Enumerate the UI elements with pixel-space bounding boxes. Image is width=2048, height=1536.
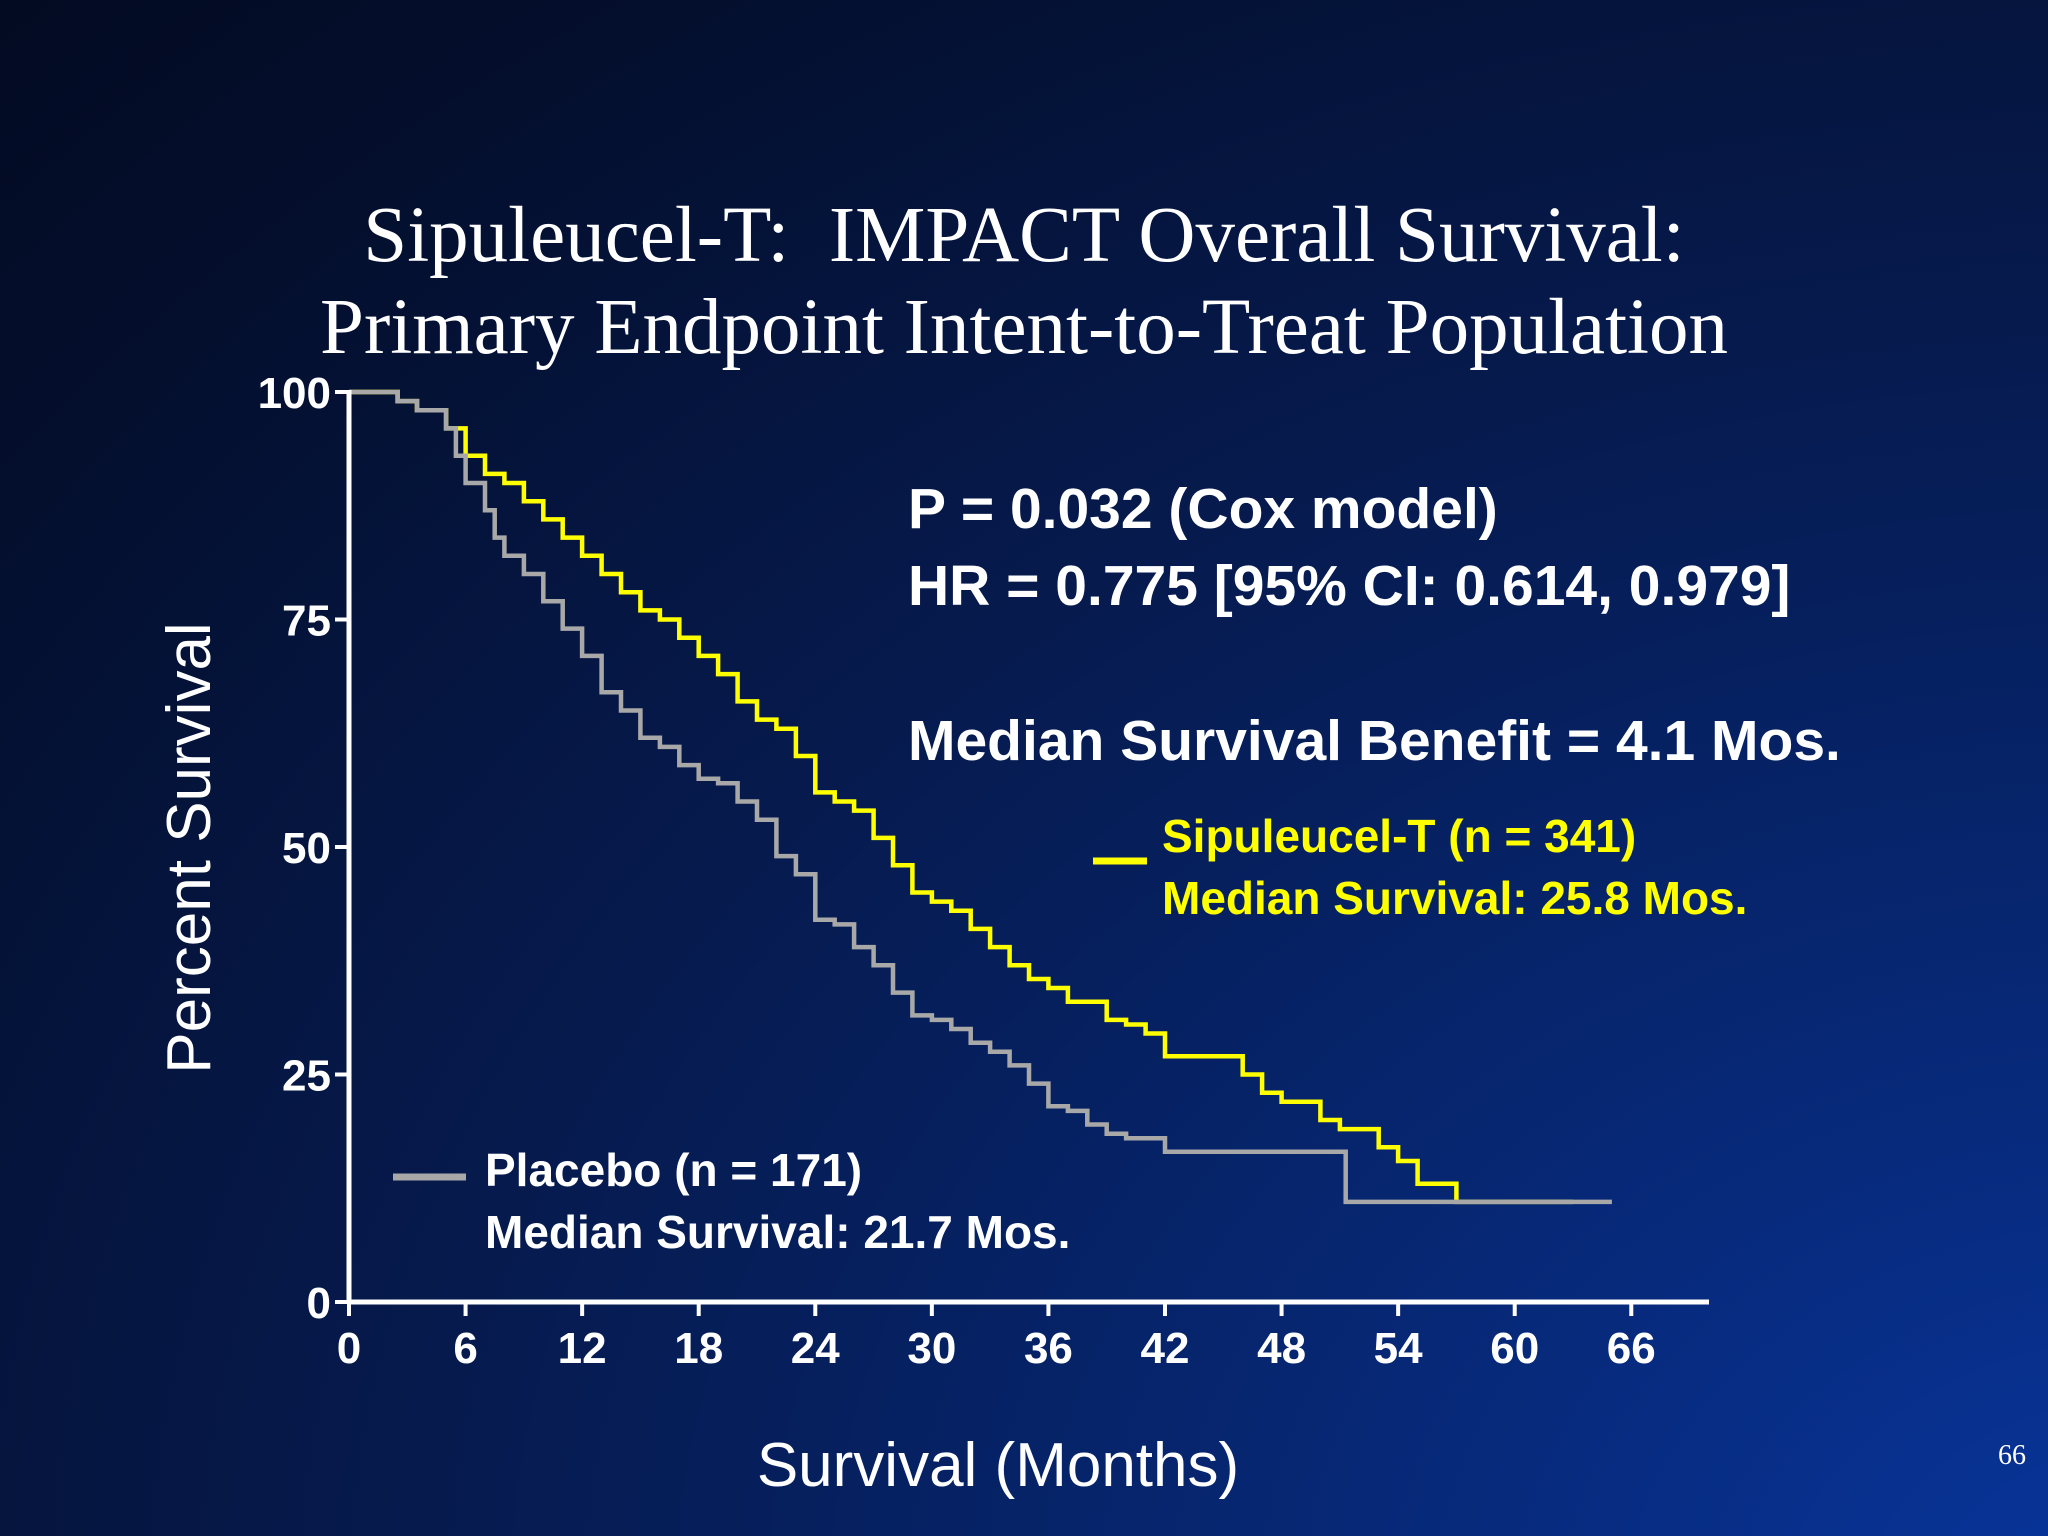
slide-title-line-1: Sipuleucel-T: IMPACT Overall Survival:	[363, 192, 1685, 279]
plot-lines	[349, 389, 1612, 1205]
y-axis-title: Percent Survival	[155, 622, 224, 1073]
slide-title-line-2: Primary Endpoint Intent-to-Treat Populat…	[320, 284, 1728, 371]
y-tick-label: 75	[282, 597, 331, 646]
x-tick-label: 60	[1490, 1324, 1539, 1373]
ticks: 0 6 12 18 24 30 36 42 48 54 60 66 0 25 50 75 100	[258, 369, 1656, 1373]
legend-placebo-median: Median Survival: 21.7 Mos.	[485, 1206, 1070, 1258]
x-tick-label: 54	[1374, 1324, 1423, 1373]
median-benefit-annotation: Median Survival Benefit = 4.1 Mos.	[908, 709, 1841, 773]
y-tick-label: 100	[258, 369, 331, 418]
y-tick-label: 50	[282, 824, 331, 873]
legend-treatment-label: Sipuleucel-T (n = 341)	[1162, 810, 1636, 862]
x-tick-label: 24	[791, 1324, 840, 1373]
x-tick-label: 48	[1257, 1324, 1306, 1373]
x-tick-label: 36	[1024, 1324, 1073, 1373]
x-tick-label: 42	[1141, 1324, 1190, 1373]
p-value-annotation: P = 0.032 (Cox model)	[908, 477, 1498, 541]
page-number: 66	[1998, 1440, 2026, 1471]
x-tick-label: 66	[1607, 1324, 1656, 1373]
x-tick-label: 18	[674, 1324, 723, 1373]
x-tick-label: 30	[907, 1324, 956, 1373]
x-tick-label: 6	[453, 1324, 477, 1373]
slide-title: Sipuleucel-T: IMPACT Overall Survival: P…	[0, 190, 2048, 374]
series-line-placebo	[349, 389, 1612, 1205]
legend-treatment-median: Median Survival: 25.8 Mos.	[1162, 872, 1747, 924]
legend-placebo-label: Placebo (n = 171)	[485, 1144, 862, 1196]
x-axis-title: Survival (Months)	[757, 1431, 1239, 1500]
hazard-ratio-annotation: HR = 0.775 [95% CI: 0.614, 0.979]	[908, 554, 1790, 618]
x-tick-label: 12	[558, 1324, 607, 1373]
y-tick-label: 25	[282, 1052, 331, 1101]
x-tick-label: 0	[337, 1324, 361, 1373]
y-tick-label: 0	[307, 1279, 331, 1328]
series-line-treatment	[349, 389, 1573, 1205]
